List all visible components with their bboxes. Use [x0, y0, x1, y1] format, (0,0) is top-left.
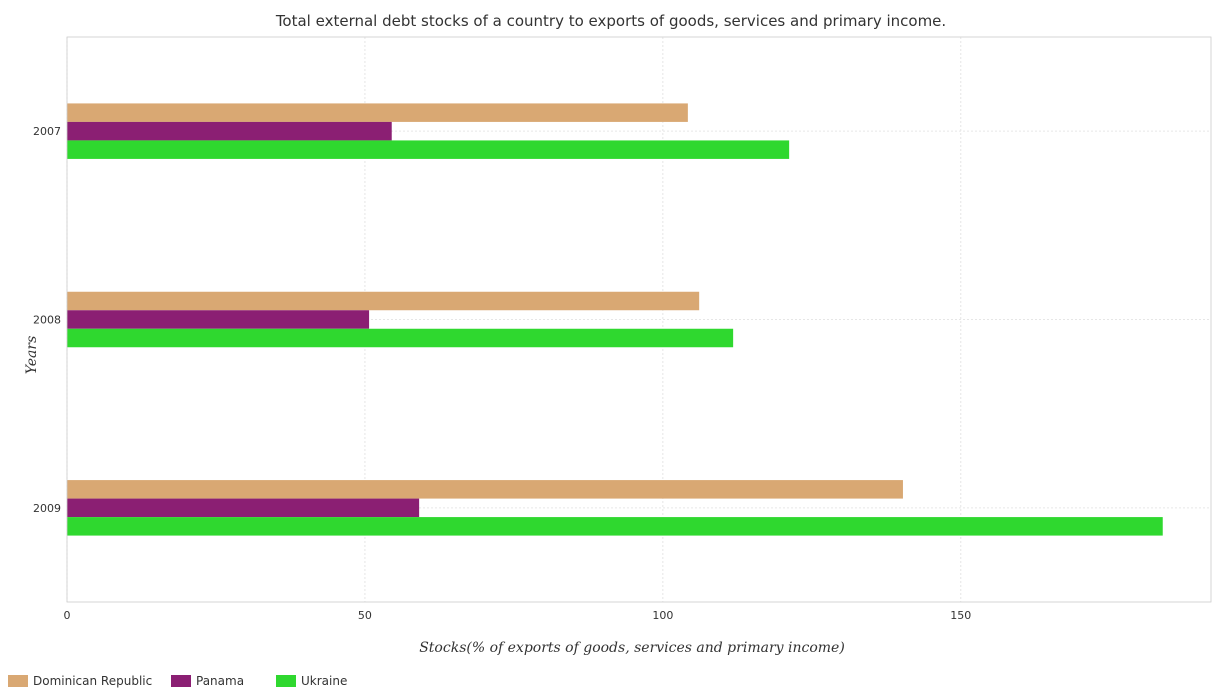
legend: Dominican Republic Panama Ukraine	[8, 674, 347, 688]
bar-dominican-republic-2007	[67, 103, 688, 122]
bar-panama-2007	[67, 122, 392, 140]
x-tick-label: 50	[358, 609, 372, 622]
y-tick-label: 2009	[33, 502, 61, 515]
plot-area: 0 50 100 150 2007 2008 2009	[33, 37, 1211, 622]
bar-dominican-republic-2008	[67, 292, 699, 311]
bar-dominican-republic-2009	[67, 480, 903, 499]
bar-panama-2009	[67, 499, 419, 518]
legend-swatch-ukraine	[276, 675, 296, 687]
legend-label-panama: Panama	[196, 674, 244, 688]
x-axis-label: Stocks(% of exports of goods, services a…	[419, 640, 845, 656]
y-tick-label: 2007	[33, 125, 61, 138]
y-tick-label: 2008	[33, 314, 61, 327]
legend-label-ukraine: Ukraine	[301, 674, 347, 688]
legend-label-dominican-republic: Dominican Republic	[33, 674, 152, 688]
legend-swatch-dominican-republic	[8, 675, 28, 687]
bar-ukraine-2009	[67, 517, 1163, 536]
x-tick-label: 0	[64, 609, 71, 622]
bar-panama-2008	[67, 310, 369, 329]
bar-ukraine-2007	[67, 140, 789, 159]
chart-title: Total external debt stocks of a country …	[275, 12, 946, 30]
x-tick-label: 150	[950, 609, 971, 622]
y-axis-label: Years	[24, 336, 40, 375]
x-tick-label: 100	[652, 609, 673, 622]
legend-swatch-panama	[171, 675, 191, 687]
bar-ukraine-2008	[67, 329, 733, 348]
